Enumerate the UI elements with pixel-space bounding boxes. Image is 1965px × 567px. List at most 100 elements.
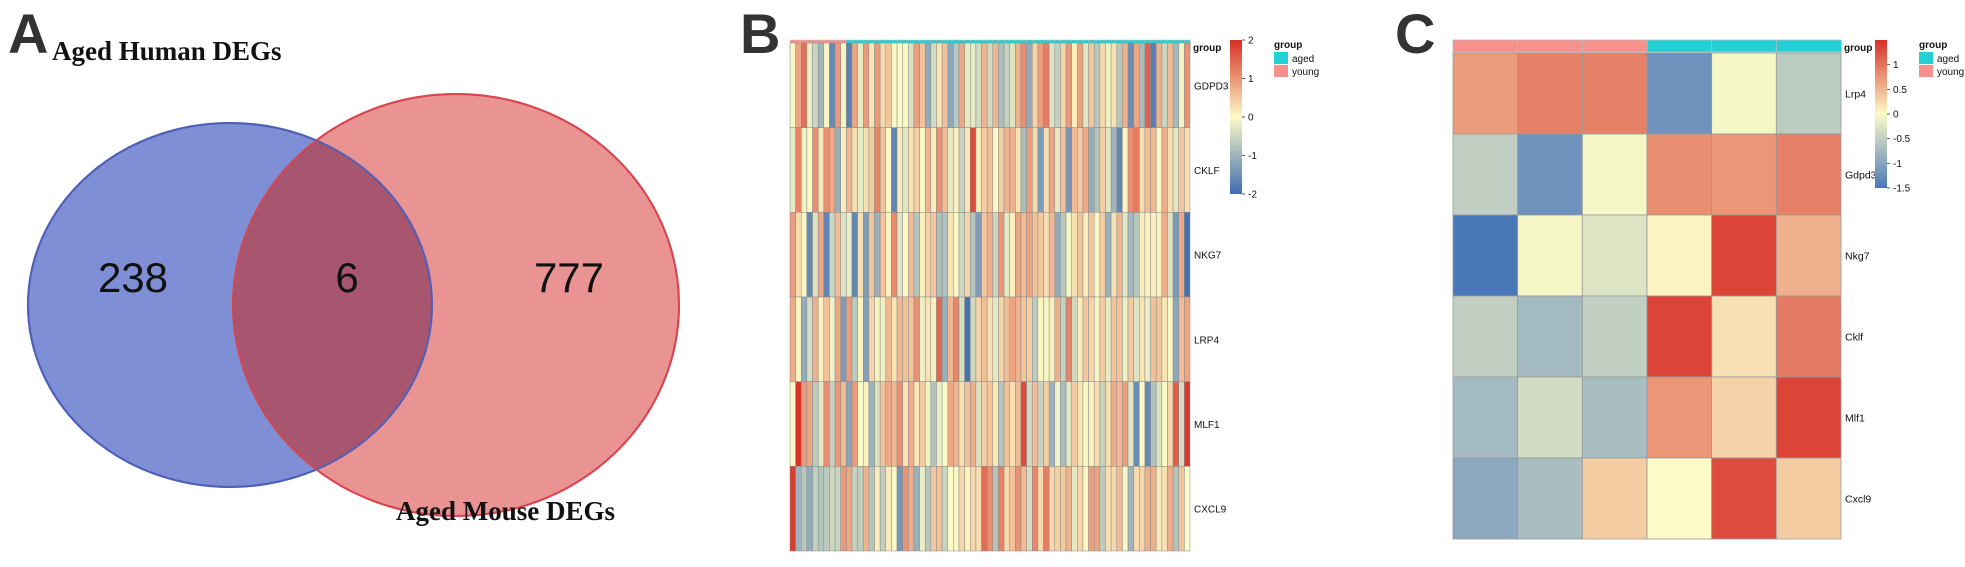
heatmap-cell	[789, 42, 796, 128]
heatmap-cell	[908, 212, 915, 298]
heatmap-cell	[857, 127, 864, 213]
heatmap-cell	[1054, 466, 1061, 552]
heatmap-cell	[930, 296, 937, 382]
heatmap-cell	[1711, 376, 1777, 459]
heatmap-cell	[908, 42, 915, 128]
heatmap-cell	[1184, 212, 1191, 298]
group-annotation-label: group	[1844, 43, 1872, 54]
panel-letter-a: A	[8, 2, 49, 65]
heatmap-cell	[992, 127, 999, 213]
heatmap-cell	[846, 296, 853, 382]
heatmap-cell	[1110, 212, 1118, 298]
heatmap-cell	[1139, 381, 1146, 467]
heatmap-cell	[964, 381, 971, 467]
heatmap-cell	[1150, 212, 1157, 298]
heatmap-cell	[874, 381, 881, 467]
heatmap-cell	[812, 127, 819, 213]
heatmap-cell	[1133, 381, 1140, 467]
heatmap-cell	[1711, 133, 1777, 216]
heatmap-cell	[1060, 466, 1067, 552]
heatmap-cell	[879, 296, 887, 382]
row-label: Cklf	[1845, 332, 1863, 344]
heatmap-cell	[823, 466, 830, 552]
heatmap-cell	[1093, 381, 1101, 467]
heatmap-cell	[857, 381, 864, 467]
heatmap-cell	[1037, 466, 1044, 552]
heatmap-cell	[1581, 133, 1648, 216]
heatmap-cell	[801, 127, 808, 213]
heatmap-cell	[1071, 127, 1078, 213]
heatmap-cell	[1088, 381, 1095, 467]
heatmap-cell	[1167, 212, 1174, 298]
heatmap-cell	[953, 127, 960, 213]
heatmap-cell	[789, 212, 796, 298]
heatmap-cell	[947, 296, 954, 382]
heatmap-cell	[1099, 381, 1106, 467]
heatmap-cell	[998, 212, 1005, 298]
row-label: Nkg7	[1845, 251, 1870, 263]
heatmap-cell	[924, 42, 932, 128]
heatmap-cell	[964, 127, 971, 213]
heatmap-cell	[1184, 466, 1191, 552]
heatmap-cell	[1127, 42, 1134, 128]
heatmap-cell	[970, 212, 977, 298]
group-legend-title: group	[1919, 40, 1947, 51]
heatmap-cell	[789, 466, 796, 552]
venn-diagram: Aged Human DEGs Aged Mouse DEGs 238 6 77…	[27, 36, 680, 526]
heatmap-cell	[1003, 212, 1010, 298]
heatmap-cell	[879, 42, 887, 128]
heatmap-cell	[1155, 466, 1163, 552]
heatmap-cell	[924, 212, 932, 298]
heatmap-cell	[930, 466, 937, 552]
heatmap-cell	[1161, 296, 1168, 382]
heatmap-cell	[840, 127, 847, 213]
row-label: Mlf1	[1845, 413, 1865, 425]
heatmap-cell	[992, 381, 999, 467]
heatmap-cell	[902, 296, 909, 382]
heatmap-cell	[1071, 466, 1078, 552]
heatmap-cell	[1015, 296, 1022, 382]
heatmap-cell	[1711, 457, 1777, 540]
heatmap-cell	[1032, 212, 1039, 298]
group-legend-swatch	[1919, 52, 1933, 64]
heatmap-cell	[1037, 296, 1044, 382]
heatmap-cell	[817, 466, 825, 552]
heatmap-cell	[891, 466, 898, 552]
heatmap-cell	[1009, 127, 1016, 213]
heatmap-cell	[936, 296, 943, 382]
heatmap-cell	[1517, 133, 1583, 216]
heatmap-cell	[862, 212, 870, 298]
heatmap-cell	[1060, 42, 1067, 128]
heatmap-cell	[1144, 381, 1151, 467]
heatmap-cell	[885, 212, 892, 298]
group-legend-label: aged	[1937, 54, 1959, 65]
heatmap-cell	[789, 296, 796, 382]
heatmap-cell	[1581, 376, 1648, 459]
heatmap-cell	[896, 212, 903, 298]
heatmap-cell	[1032, 296, 1039, 382]
heatmap-cell	[1116, 296, 1123, 382]
heatmap-cell	[953, 296, 960, 382]
heatmap-cell	[1184, 42, 1191, 128]
heatmap-cell	[1172, 212, 1179, 298]
heatmap-cell	[941, 127, 948, 213]
heatmap-cell	[1082, 127, 1089, 213]
heatmap-cell	[986, 381, 994, 467]
heatmap-cell	[1009, 42, 1016, 128]
heatmap-cell	[789, 381, 796, 467]
heatmap-cell	[992, 42, 999, 128]
heatmap-cell	[1775, 214, 1842, 297]
heatmap-cell	[981, 212, 988, 298]
heatmap-cell	[941, 381, 948, 467]
heatmap-cell	[1646, 52, 1713, 135]
heatmap-cell	[823, 381, 830, 467]
heatmap-cell	[1178, 127, 1185, 213]
row-label: GDPD3	[1194, 81, 1229, 92]
heatmap-cell	[953, 381, 960, 467]
heatmap-cell	[1015, 212, 1022, 298]
heatmap-cell	[896, 381, 903, 467]
heatmap-cell	[851, 212, 858, 298]
heatmap-cell	[964, 296, 971, 382]
heatmap-cell	[1167, 42, 1174, 128]
heatmap-cell	[1009, 296, 1016, 382]
